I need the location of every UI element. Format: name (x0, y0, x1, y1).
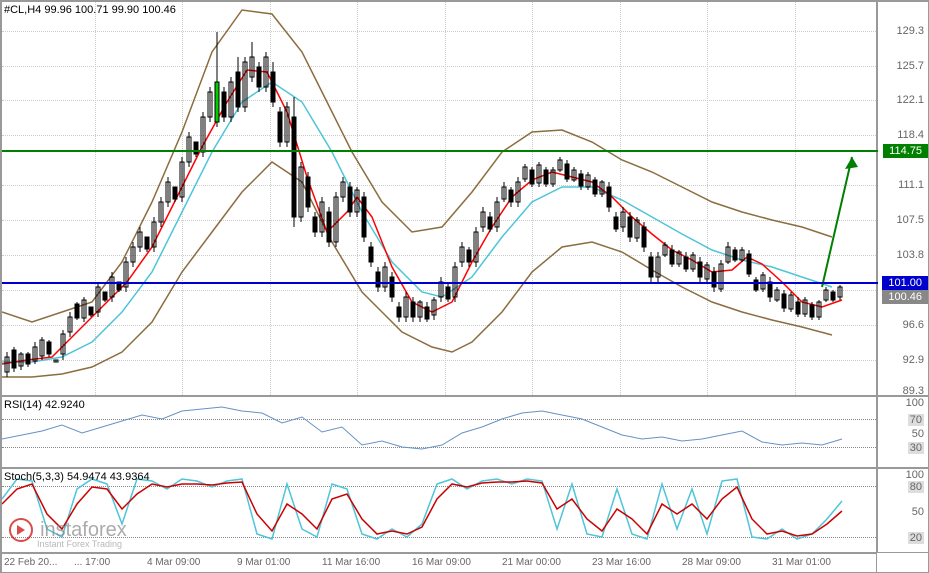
rsi-line (2, 407, 842, 449)
x-tick: 22 Feb 20... (4, 557, 57, 568)
stoch-title: Stoch(5,3,3) 54.9474 43.9364 (4, 471, 150, 483)
resistance-line (2, 150, 878, 152)
y-tick: 118.4 (897, 129, 924, 141)
projection-arrow (822, 157, 858, 287)
x-tick: 21 Mar 00:00 (502, 557, 561, 568)
stoch-d-line (2, 481, 842, 536)
x-tick: 11 Mar 16:00 (322, 557, 380, 568)
rsi-svg (2, 397, 878, 469)
rsi-tick: 30 (908, 442, 924, 454)
x-tick: 4 Mar 09:00 (147, 557, 200, 568)
rsi-title: RSI(14) 42.9240 (4, 399, 85, 411)
stoch-tick: 50 (912, 506, 924, 518)
stoch-k-line (2, 479, 842, 539)
instaforex-logo-icon (9, 518, 33, 542)
x-tick: ... 17:00 (74, 557, 110, 568)
y-tick: 111.1 (898, 179, 924, 191)
stoch-tick: 80 (908, 481, 924, 493)
ma-slow (2, 82, 832, 362)
watermark-subtext: Instant Forex Trading (37, 539, 127, 549)
y-tick: 92.9 (903, 354, 924, 366)
x-tick: 23 Mar 16:00 (592, 557, 651, 568)
main-price-panel[interactable]: #CL,H4 99.96 100.71 99.90 100.46 (1, 1, 877, 396)
watermark: instaforex Instant Forex Trading (9, 518, 127, 549)
y-tick: 122.1 (896, 94, 924, 106)
x-axis: 22 Feb 20... ... 17:00 4 Mar 09:00 9 Mar… (1, 553, 877, 573)
x-tick: 28 Mar 09:00 (682, 557, 741, 568)
stoch-tick: 20 (908, 532, 924, 544)
candlesticks (5, 32, 842, 377)
y-axis-stoch: 100 80 50 20 (877, 468, 929, 553)
stoch-panel[interactable]: Stoch(5,3,3) 54.9474 43.9364 (1, 468, 877, 553)
rsi-tick: 100 (906, 397, 924, 409)
x-tick: 31 Mar 01:00 (772, 557, 831, 568)
y-axis-main: 129.3 125.7 122.1 118.4 114.75 111.1 107… (877, 1, 929, 396)
y-tick: 96.6 (903, 319, 924, 331)
y-tick: 129.3 (896, 25, 924, 37)
chart-container: #CL,H4 99.96 100.71 99.90 100.46 (1, 1, 928, 572)
x-tick: 16 Mar 09:00 (412, 557, 471, 568)
resistance-price-label: 114.75 (883, 144, 928, 158)
support-line (2, 282, 878, 284)
ma-fast (2, 70, 842, 364)
support-price-label: 101.00 (882, 276, 928, 290)
rsi-tick: 70 (908, 414, 924, 426)
current-price-label: 100.46 (882, 290, 928, 304)
x-tick: 9 Mar 01:00 (237, 557, 290, 568)
price-chart-svg (2, 2, 878, 397)
rsi-panel[interactable]: RSI(14) 42.9240 (1, 396, 877, 468)
y-tick: 125.7 (896, 60, 924, 72)
chart-title: #CL,H4 99.96 100.71 99.90 100.46 (4, 4, 176, 16)
y-tick: 103.8 (896, 249, 924, 261)
y-axis-rsi: 100 70 50 30 (877, 396, 929, 468)
rsi-tick: 50 (912, 428, 924, 440)
y-tick: 107.5 (896, 214, 924, 226)
stoch-tick: 100 (906, 469, 924, 481)
